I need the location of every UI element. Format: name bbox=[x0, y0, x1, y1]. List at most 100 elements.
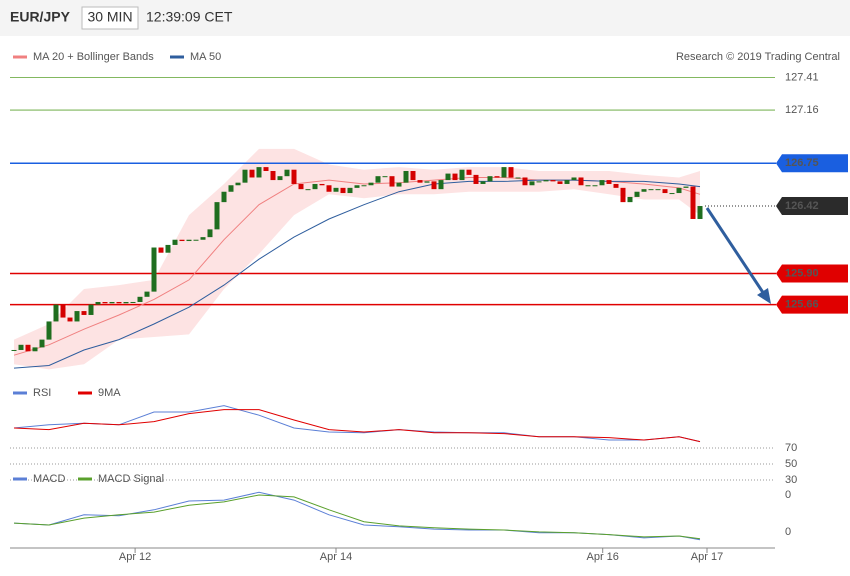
y-tick-label: 0 bbox=[785, 489, 791, 501]
y-tick-label: 70 bbox=[785, 442, 797, 454]
level-tag bbox=[776, 154, 848, 173]
candle bbox=[207, 229, 213, 238]
candle bbox=[291, 169, 297, 184]
candle bbox=[312, 183, 318, 190]
ma50-line bbox=[13, 179, 701, 369]
level-tag bbox=[776, 264, 848, 283]
candle bbox=[354, 185, 360, 188]
time: 12:39:09 CET bbox=[146, 9, 233, 25]
indicator-line bbox=[13, 409, 701, 443]
candle bbox=[669, 193, 675, 195]
candle bbox=[305, 189, 311, 191]
candle bbox=[571, 177, 577, 181]
candle bbox=[60, 304, 66, 318]
candle bbox=[277, 176, 283, 181]
candle bbox=[578, 177, 584, 186]
candle bbox=[501, 167, 507, 178]
candle bbox=[466, 169, 472, 175]
candle bbox=[382, 176, 388, 178]
candle bbox=[431, 181, 437, 190]
candle bbox=[102, 301, 108, 304]
legend-label: 9MA bbox=[98, 387, 121, 399]
candle bbox=[683, 186, 689, 188]
candle bbox=[403, 170, 409, 183]
x-tick-label: Apr 16 bbox=[586, 551, 618, 563]
bollinger-band bbox=[14, 148, 700, 370]
candle bbox=[347, 187, 353, 194]
candle bbox=[319, 183, 325, 186]
candle bbox=[172, 239, 178, 245]
candle bbox=[620, 187, 626, 203]
candle bbox=[592, 185, 598, 187]
candle bbox=[263, 167, 269, 171]
candle bbox=[67, 317, 73, 322]
candle bbox=[25, 344, 31, 352]
level-label: 125.90 bbox=[785, 267, 819, 279]
y-tick-label: 0 bbox=[785, 526, 791, 538]
candle bbox=[298, 183, 304, 190]
candle bbox=[424, 181, 430, 183]
candle bbox=[417, 180, 423, 183]
candle bbox=[676, 187, 682, 194]
candle bbox=[627, 196, 633, 203]
level-tag bbox=[776, 295, 848, 314]
candle bbox=[228, 185, 234, 192]
candle bbox=[242, 169, 248, 183]
candle bbox=[81, 311, 87, 315]
level-label: 127.41 bbox=[785, 72, 819, 84]
candle bbox=[200, 237, 206, 240]
candle bbox=[459, 169, 465, 181]
candle bbox=[74, 311, 80, 322]
candle bbox=[564, 180, 570, 184]
symbol: EUR/JPY bbox=[10, 9, 71, 25]
candle bbox=[529, 181, 535, 186]
candle bbox=[410, 170, 416, 181]
legend-label: MACD bbox=[33, 473, 65, 485]
candle bbox=[445, 173, 451, 181]
legend-label: MA 50 bbox=[190, 51, 221, 63]
candle bbox=[375, 176, 381, 183]
candle bbox=[123, 301, 129, 304]
y-tick-label: 30 bbox=[785, 474, 797, 486]
candle bbox=[641, 189, 647, 192]
legend-label: MA 20 + Bollinger Bands bbox=[33, 51, 154, 63]
candle bbox=[438, 180, 444, 190]
candle bbox=[585, 185, 591, 187]
credit: Research © 2019 Trading Central bbox=[676, 51, 840, 63]
candle bbox=[137, 296, 143, 302]
candle bbox=[690, 186, 696, 219]
candle bbox=[473, 174, 479, 184]
candle bbox=[193, 239, 199, 241]
x-tick-label: Apr 14 bbox=[320, 551, 352, 563]
candle bbox=[179, 239, 185, 242]
y-tick-label: 50 bbox=[785, 458, 797, 470]
candle bbox=[452, 173, 458, 181]
indicator-line bbox=[13, 491, 701, 541]
candle bbox=[39, 339, 45, 348]
candle bbox=[480, 181, 486, 184]
candle bbox=[536, 181, 542, 183]
candle bbox=[270, 170, 276, 181]
x-tick-label: Apr 12 bbox=[119, 551, 151, 563]
candle bbox=[18, 344, 24, 350]
candle bbox=[613, 183, 619, 188]
candle bbox=[494, 176, 500, 178]
candle bbox=[221, 191, 227, 203]
candle bbox=[32, 347, 38, 352]
candle bbox=[396, 182, 402, 187]
candle bbox=[284, 169, 290, 177]
candle bbox=[214, 202, 220, 230]
candle bbox=[46, 321, 52, 340]
candle bbox=[508, 167, 514, 178]
candle bbox=[256, 167, 262, 178]
candle bbox=[249, 169, 255, 178]
candle bbox=[144, 291, 150, 297]
candle bbox=[95, 301, 101, 305]
interval: 30 MIN bbox=[87, 9, 132, 25]
x-tick-label: Apr 17 bbox=[691, 551, 723, 563]
candle bbox=[368, 182, 374, 186]
level-label: 126.75 bbox=[785, 157, 819, 169]
indicator-line bbox=[13, 405, 701, 443]
header-bar bbox=[0, 0, 850, 36]
